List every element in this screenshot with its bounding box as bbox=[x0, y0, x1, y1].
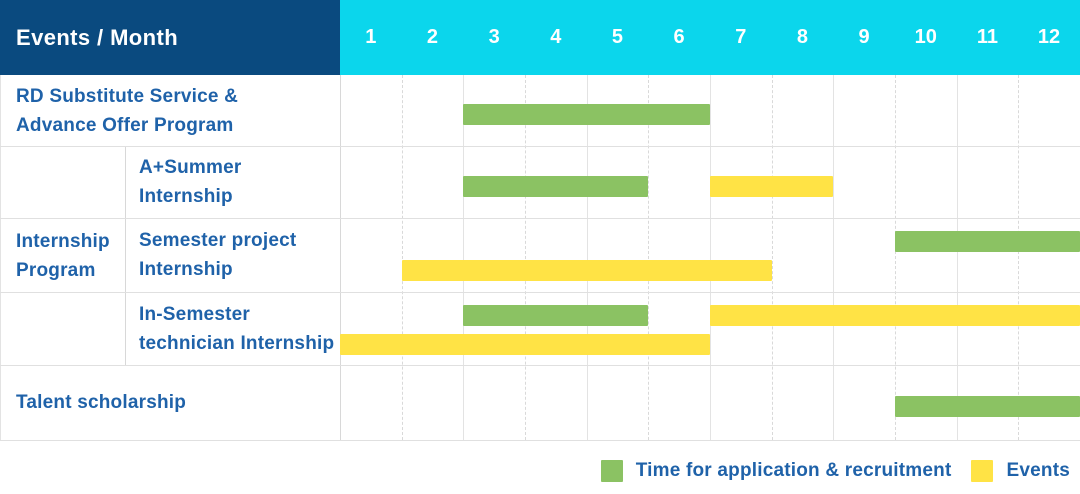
group-label-line: Internship bbox=[16, 230, 110, 252]
gantt-bar-green-talent-scholarship bbox=[895, 396, 1080, 417]
row-label-line: In-Semester bbox=[139, 303, 250, 325]
month-label: 2 bbox=[426, 26, 439, 48]
legend-item-events: Events bbox=[971, 460, 1070, 482]
gridline-vertical bbox=[648, 75, 650, 440]
gantt-bar-yellow-in-semester-technician-internship bbox=[710, 305, 1080, 326]
row-label-a-plus-summer-internship: A+Summer Internship bbox=[139, 146, 337, 218]
gridline-vertical bbox=[895, 75, 896, 440]
month-label: 8 bbox=[796, 26, 808, 48]
month-label: 7 bbox=[735, 26, 747, 48]
gantt-bar-green-rd-substitute-service bbox=[463, 104, 710, 125]
row-label-line: Talent scholarship bbox=[16, 392, 187, 413]
gridline-horizontal bbox=[0, 146, 1080, 147]
gridline-vertical bbox=[833, 75, 835, 440]
month-label: 6 bbox=[673, 26, 685, 48]
month-label: 9 bbox=[858, 26, 870, 48]
row-label-in-semester-technician-internship: In-Semester technician Internship bbox=[139, 292, 340, 365]
gridline-vertical bbox=[586, 75, 588, 440]
gridline-horizontal bbox=[0, 218, 1080, 219]
gantt-bar-green-in-semester-technician-internship bbox=[463, 305, 649, 326]
legend-label: Events bbox=[1006, 460, 1070, 481]
month-label: 11 bbox=[976, 26, 998, 48]
legend: Time for application & recruitment Event… bbox=[600, 454, 1070, 488]
gridline-vertical bbox=[710, 75, 711, 440]
legend-swatch-green bbox=[600, 460, 623, 482]
gridline-vertical bbox=[463, 75, 465, 440]
month-label: 10 bbox=[914, 26, 937, 48]
gantt-bar-yellow-semester-project-internship bbox=[401, 260, 772, 281]
group-label-line: Program bbox=[16, 259, 96, 281]
legend-swatch-yellow bbox=[971, 460, 994, 482]
month-label: 5 bbox=[611, 26, 624, 48]
month-label: 4 bbox=[550, 26, 562, 48]
row-label-line: Internship bbox=[139, 186, 233, 207]
row-label-semester-project-internship: Semester project Internship bbox=[139, 218, 337, 292]
gridline-vertical bbox=[771, 75, 773, 440]
month-header-row: 1 2 3 4 5 6 7 8 9 10 11 12 bbox=[340, 0, 1080, 75]
gridline-horizontal bbox=[0, 292, 1080, 293]
gridline-vertical bbox=[525, 75, 526, 440]
group-label-internship-program: Internship Program bbox=[16, 146, 122, 365]
gantt-bar-yellow-in-semester-technician-internship bbox=[340, 334, 710, 355]
gridline-horizontal bbox=[0, 365, 1080, 366]
gantt-bar-yellow-a-plus-summer-internship bbox=[710, 176, 834, 197]
gridline-vertical bbox=[401, 75, 403, 440]
legend-label: Time for application & recruitment bbox=[635, 460, 952, 481]
corner-header: Events / Month bbox=[0, 0, 340, 75]
month-label: 12 bbox=[1037, 26, 1061, 48]
gridline-vertical bbox=[0, 75, 1, 440]
row-label-line: Semester project bbox=[139, 230, 297, 251]
gridline-vertical bbox=[340, 75, 341, 440]
month-label: 3 bbox=[488, 26, 500, 48]
gantt-bar-green-semester-project-internship bbox=[895, 231, 1080, 252]
gantt-bar-green-a-plus-summer-internship bbox=[463, 176, 649, 197]
row-label-line: A+Summer bbox=[139, 157, 242, 178]
gridline-vertical bbox=[1018, 75, 1020, 440]
row-label-rd-substitute-service: RD Substitute Service & Advance Offer Pr… bbox=[16, 75, 336, 146]
row-label-line: technician Internship bbox=[139, 332, 335, 354]
row-label-talent-scholarship: Talent scholarship bbox=[16, 365, 336, 440]
row-label-line: Internship bbox=[139, 259, 233, 280]
corner-header-label: Events / Month bbox=[16, 24, 179, 50]
row-label-line: Advance Offer Program bbox=[16, 114, 234, 136]
month-label: 1 bbox=[365, 26, 377, 48]
gridline-horizontal bbox=[0, 440, 1080, 441]
gridline-vertical bbox=[956, 75, 958, 440]
gridline-vertical bbox=[125, 146, 126, 365]
row-label-line: RD Substitute Service & bbox=[16, 85, 239, 107]
legend-item-application-recruitment: Time for application & recruitment bbox=[600, 460, 952, 482]
